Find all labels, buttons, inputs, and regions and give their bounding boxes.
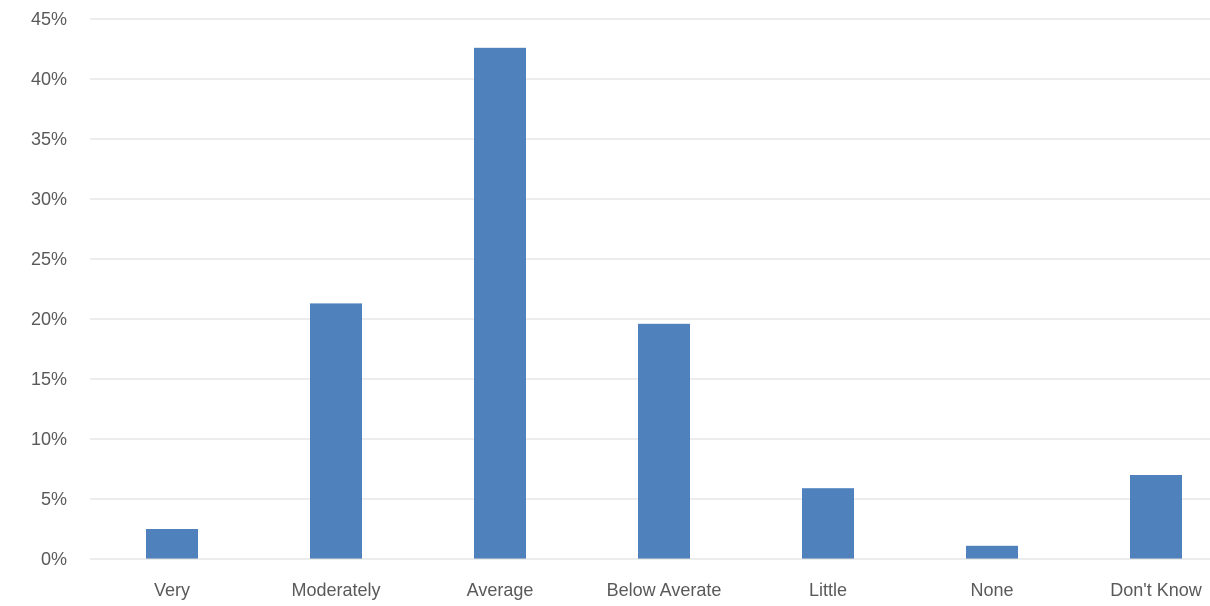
y-tick-label: 35% [31, 129, 67, 149]
x-tick-label: Little [809, 580, 847, 600]
x-tick-label: Very [154, 580, 190, 600]
bar [638, 323, 690, 559]
x-axis-ticks: Very Moderately Average Below Averate Little… [154, 580, 1203, 600]
x-tick-label: None [970, 580, 1013, 600]
y-tick-label: 10% [31, 429, 67, 449]
y-tick-label: 40% [31, 69, 67, 89]
gridlines [90, 18, 1210, 500]
bar [310, 303, 362, 559]
x-tick-label: Average [467, 580, 534, 600]
bar [146, 529, 198, 559]
bar [1130, 475, 1182, 559]
y-axis-ticks: 0% 5% 10% 15% 20% 25% 30% 35% 40% 45% [31, 9, 67, 569]
y-tick-label: 15% [31, 369, 67, 389]
y-tick-label: 20% [31, 309, 67, 329]
y-tick-label: 0% [41, 549, 67, 569]
x-tick-label: Don't Know [1110, 580, 1202, 600]
bar [802, 488, 854, 559]
y-tick-label: 30% [31, 189, 67, 209]
x-tick-label: Moderately [291, 580, 380, 600]
y-tick-label: 25% [31, 249, 67, 269]
y-tick-label: 5% [41, 489, 67, 509]
x-tick-label: Below Averate [607, 580, 722, 600]
y-tick-label: 45% [31, 9, 67, 29]
bar [966, 545, 1018, 559]
bar [474, 47, 526, 560]
bars [146, 47, 1182, 560]
